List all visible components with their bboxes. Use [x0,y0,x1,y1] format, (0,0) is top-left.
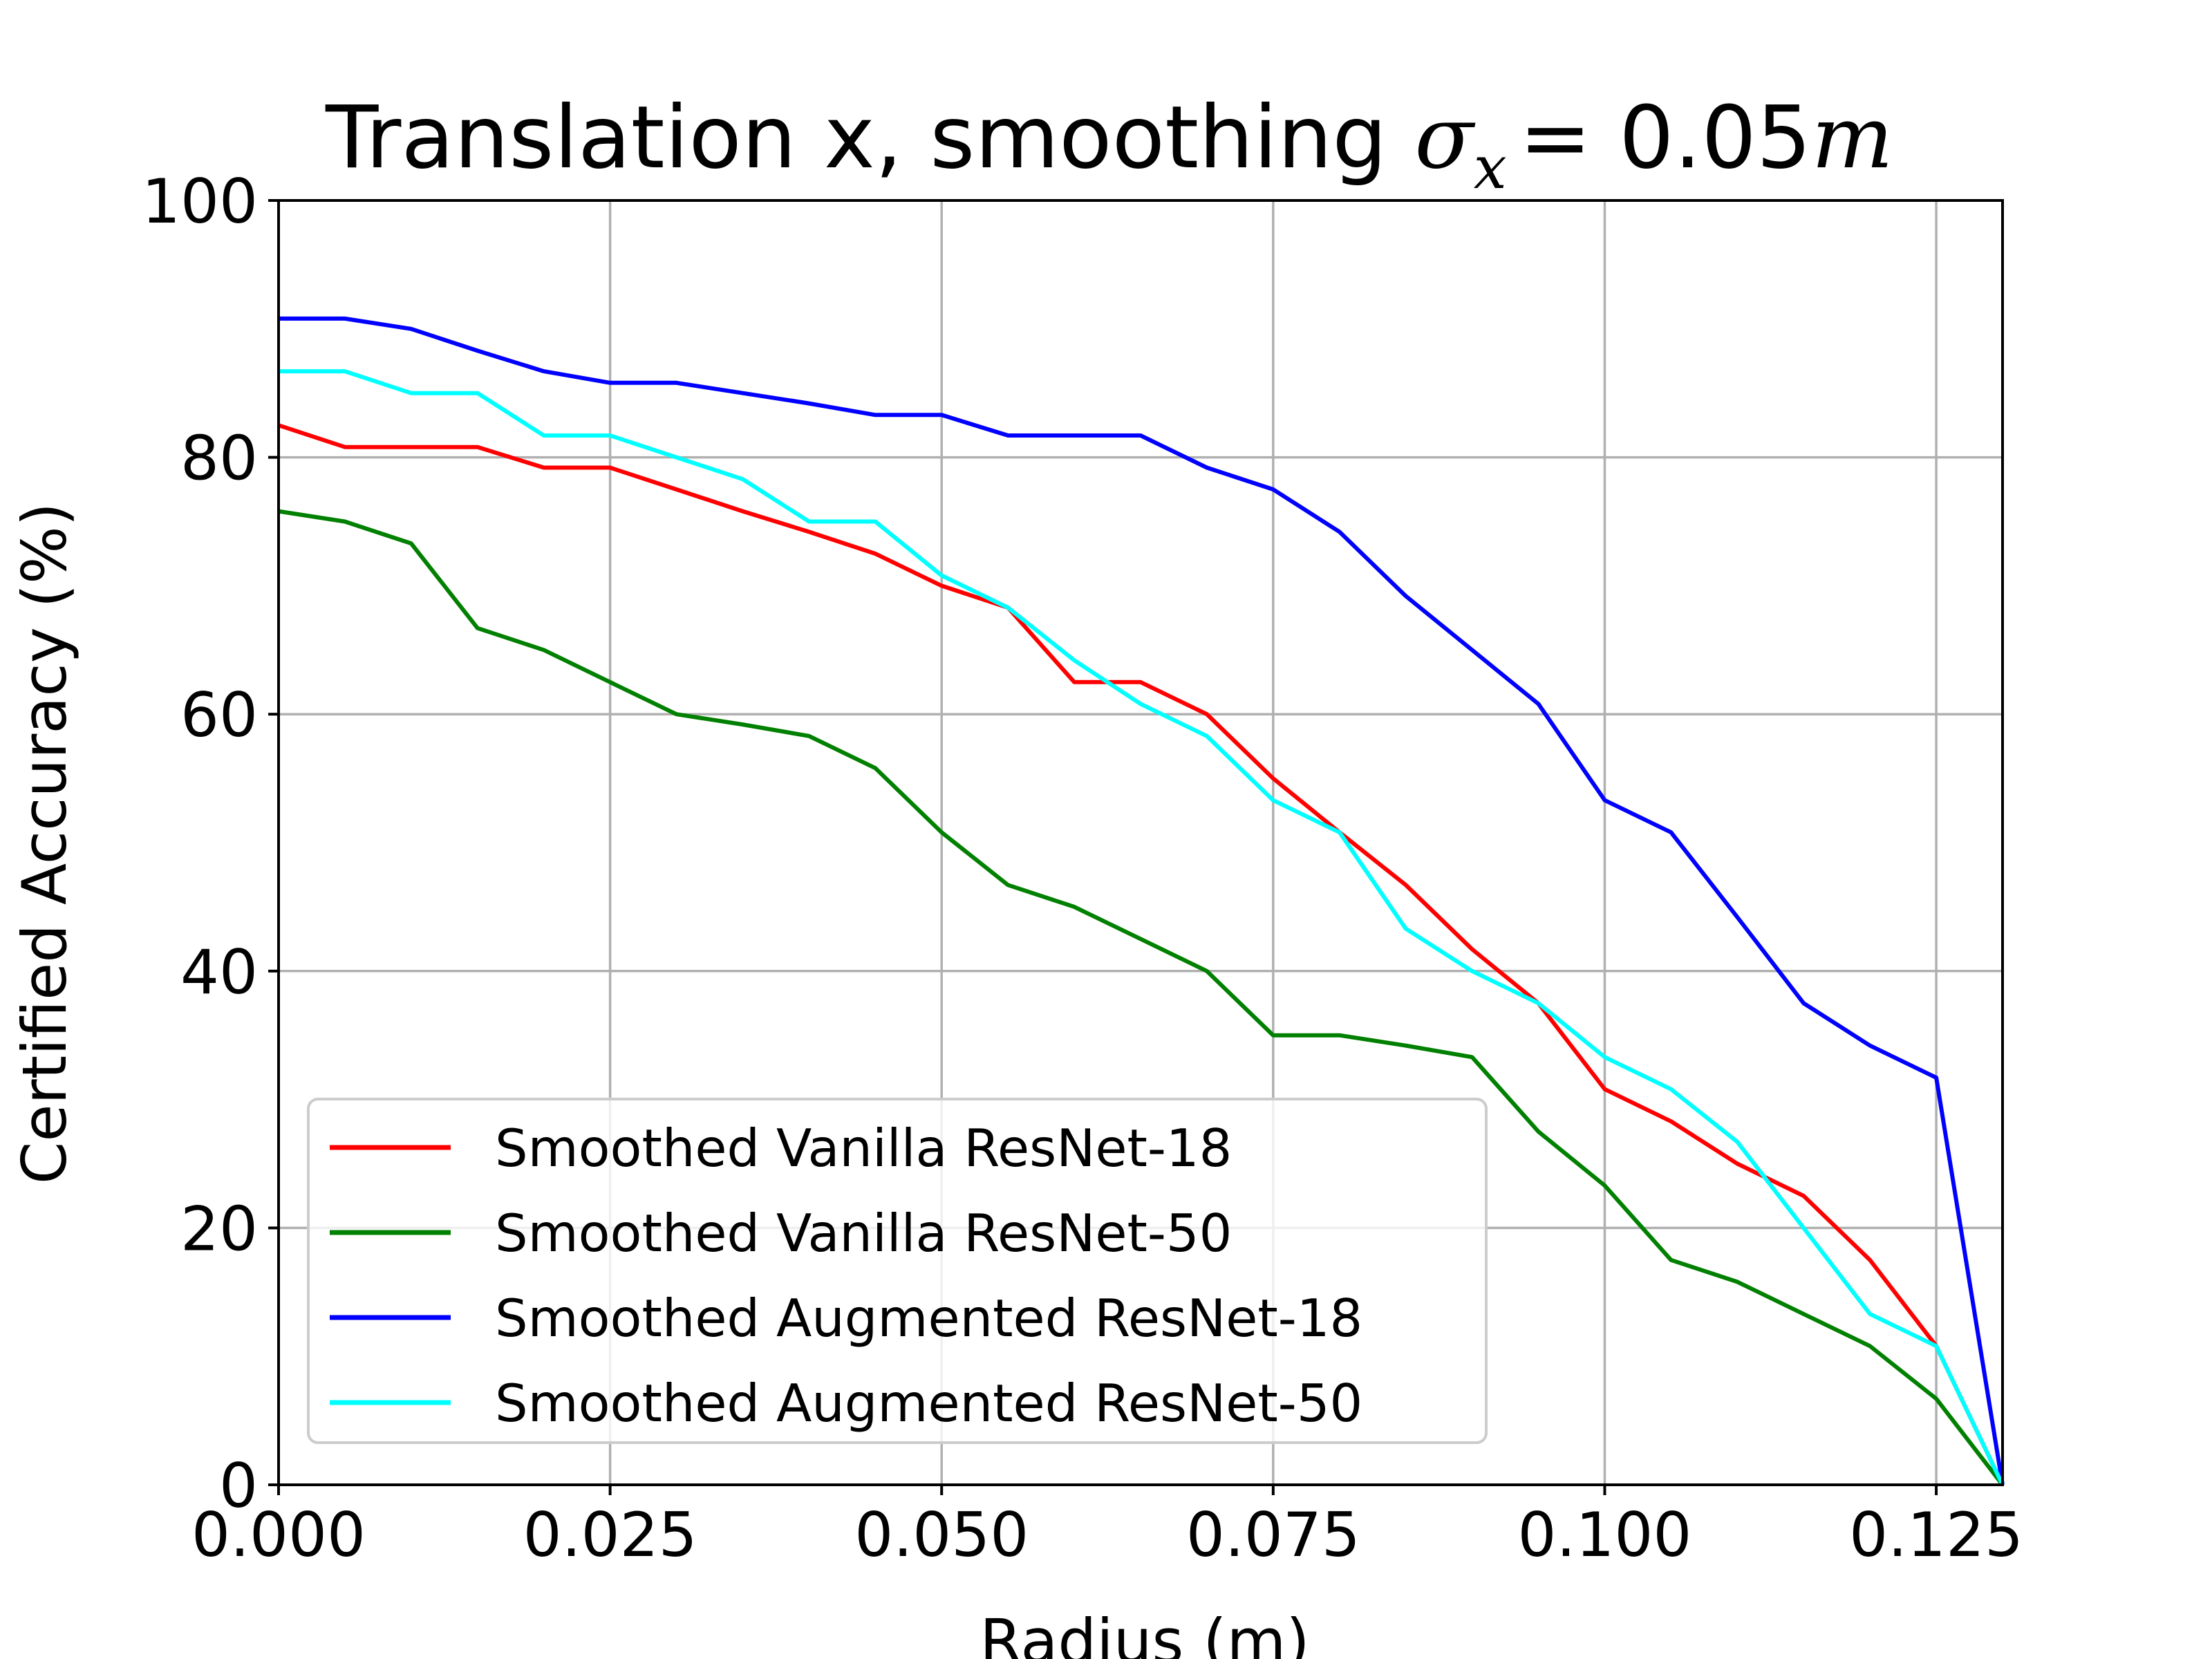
legend-label-1: Smoothed Vanilla ResNet-18 [495,1118,1232,1179]
x-axis: 0.000 0.025 0.050 0.075 0.100 0.125 [191,1485,2023,1571]
x-tick-label: 0.075 [1186,1499,1360,1571]
x-tick-label: 0.125 [1849,1499,2023,1571]
legend: Smoothed Vanilla ResNet-18 Smoothed Vanil… [307,1098,1488,1444]
series-line-2 [278,509,2005,1486]
y-tick-label: 100 [142,166,258,237]
y-tick-label: 20 [180,1193,258,1264]
legend-label-2: Smoothed Vanilla ResNet-50 [495,1203,1232,1264]
x-tick-label: 0.050 [854,1499,1029,1571]
series-group [278,316,2005,1486]
legend-label-4: Smoothed Augmented ResNet-50 [495,1373,1362,1434]
series-line-1 [278,423,2005,1486]
x-tick-label: 0.000 [191,1499,366,1571]
series-line-4 [279,369,2005,1486]
y-axis-label: Certified Accuracy (%) [9,503,80,1184]
y-tick-label: 80 [180,423,258,494]
x-axis-label: Radius (m) [980,1606,1309,1659]
x-tick-label: 0.025 [523,1499,697,1571]
series-line-3 [279,316,2005,1485]
y-tick-label: 60 [180,679,258,751]
y-tick-label: 0 [219,1450,258,1521]
chart-title: Translation x, smoothing σx = 0.05m [325,88,1893,203]
y-axis: 0 20 40 60 80 100 [142,166,279,1521]
legend-box [307,1098,1488,1444]
plot-frame [277,199,2004,1486]
legend-label-3: Smoothed Augmented ResNet-18 [495,1288,1362,1349]
x-tick-label: 0.100 [1517,1499,1691,1571]
y-tick-label: 40 [180,937,258,1008]
